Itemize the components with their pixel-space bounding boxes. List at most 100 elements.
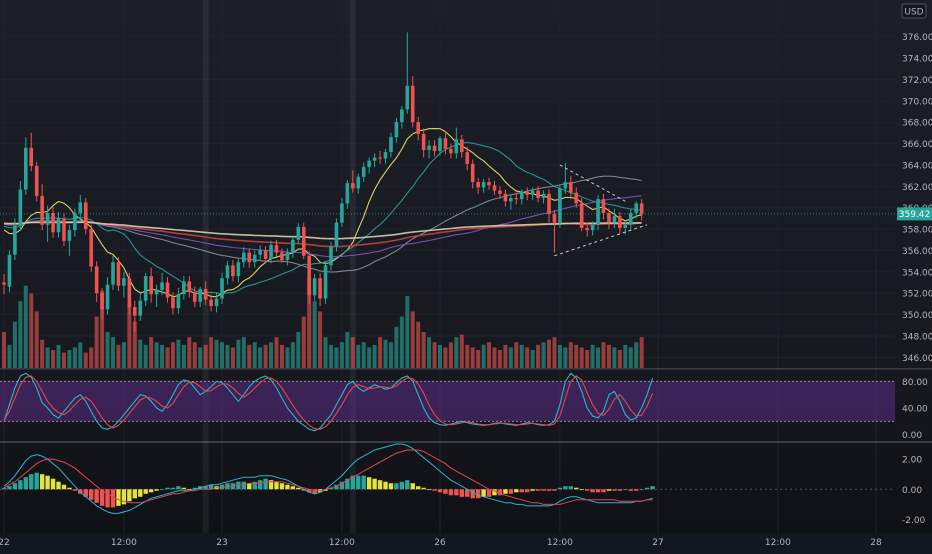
candle-body[interactable]: [94, 266, 99, 294]
candle-body[interactable]: [187, 281, 192, 293]
candle[interactable]: [111, 255, 115, 290]
candle-body[interactable]: [56, 218, 61, 233]
candle-body[interactable]: [83, 202, 88, 230]
candle-body[interactable]: [519, 191, 524, 200]
candle[interactable]: [536, 186, 540, 203]
candle-body[interactable]: [514, 198, 519, 200]
candle-body[interactable]: [247, 252, 252, 263]
candle[interactable]: [503, 189, 508, 207]
candle[interactable]: [133, 300, 137, 332]
candle-body[interactable]: [410, 85, 415, 123]
candle-body[interactable]: [318, 278, 322, 299]
candle[interactable]: [405, 32, 410, 114]
candle[interactable]: [427, 140, 431, 159]
candle-body[interactable]: [552, 214, 557, 223]
candle-body[interactable]: [307, 255, 311, 296]
candle-body[interactable]: [421, 133, 426, 150]
candle[interactable]: [83, 198, 88, 235]
candle[interactable]: [607, 208, 611, 230]
candle-body[interactable]: [476, 182, 480, 188]
candle-body[interactable]: [242, 252, 246, 263]
candle-body[interactable]: [18, 189, 23, 226]
candle[interactable]: [94, 261, 99, 302]
candle[interactable]: [100, 287, 104, 319]
candle-body[interactable]: [623, 224, 628, 228]
macd-panel[interactable]: [0, 443, 895, 514]
candle[interactable]: [18, 180, 23, 231]
candle[interactable]: [220, 272, 224, 304]
candle[interactable]: [514, 192, 519, 205]
candle-body[interactable]: [492, 185, 497, 191]
candle[interactable]: [263, 246, 268, 264]
candle[interactable]: [269, 240, 273, 264]
candle[interactable]: [236, 257, 241, 283]
candle-body[interactable]: [73, 213, 77, 231]
candle-body[interactable]: [639, 203, 644, 215]
candle[interactable]: [639, 199, 644, 221]
candle[interactable]: [29, 132, 34, 172]
price-axis[interactable]: 376.00 374.00 372.00 370.00 368.00 366.00 364.…: [0, 33, 932, 526]
candle-body[interactable]: [394, 122, 399, 138]
candle[interactable]: [280, 248, 284, 264]
time-axis[interactable]: 2212:002312:002612:002712:002812:0015:00…: [0, 533, 932, 550]
candle-body[interactable]: [2, 282, 6, 285]
candle-body[interactable]: [165, 282, 170, 298]
candle-body[interactable]: [438, 138, 442, 152]
candle[interactable]: [2, 273, 6, 295]
candle[interactable]: [105, 277, 110, 315]
candle[interactable]: [487, 177, 491, 190]
candle-body[interactable]: [116, 262, 121, 286]
candle-body[interactable]: [225, 265, 230, 279]
candle[interactable]: [56, 211, 61, 238]
candle-body[interactable]: [383, 152, 388, 159]
candle-body[interactable]: [111, 262, 115, 285]
candle-body[interactable]: [62, 218, 66, 241]
pane-separator[interactable]: [0, 368, 932, 370]
candle[interactable]: [296, 222, 301, 245]
candle[interactable]: [596, 194, 600, 231]
stochastic-panel[interactable]: [0, 372, 895, 432]
candle[interactable]: [612, 208, 617, 228]
candle-body[interactable]: [612, 216, 617, 223]
candle[interactable]: [285, 248, 290, 266]
candle-body[interactable]: [607, 213, 611, 223]
candle[interactable]: [345, 179, 350, 209]
candle-body[interactable]: [67, 230, 72, 241]
candle-body[interactable]: [569, 182, 573, 193]
candle-body[interactable]: [301, 226, 306, 256]
candle-body[interactable]: [323, 265, 328, 299]
candle[interactable]: [509, 194, 513, 210]
candle[interactable]: [449, 143, 453, 159]
candle-body[interactable]: [361, 167, 366, 177]
candle[interactable]: [383, 148, 388, 164]
candle[interactable]: [307, 251, 311, 304]
candle[interactable]: [634, 201, 638, 219]
candle[interactable]: [149, 267, 153, 303]
candle-body[interactable]: [563, 182, 568, 189]
candle[interactable]: [62, 213, 66, 247]
candle-body[interactable]: [312, 278, 317, 296]
candle[interactable]: [460, 135, 464, 158]
candle[interactable]: [51, 206, 55, 238]
candle[interactable]: [40, 184, 44, 231]
candle[interactable]: [541, 190, 546, 204]
candle[interactable]: [291, 236, 295, 258]
candle[interactable]: [481, 178, 486, 193]
candle[interactable]: [318, 272, 322, 307]
candle-body[interactable]: [24, 147, 28, 190]
candle[interactable]: [73, 208, 77, 237]
candle[interactable]: [209, 294, 213, 312]
candle-body[interactable]: [231, 265, 235, 277]
candle[interactable]: [13, 218, 17, 261]
candle[interactable]: [372, 153, 377, 168]
candle[interactable]: [247, 248, 252, 268]
candle[interactable]: [340, 198, 344, 227]
candle-body[interactable]: [530, 190, 535, 195]
candle[interactable]: [558, 185, 562, 228]
candle[interactable]: [579, 198, 584, 232]
candle[interactable]: [203, 281, 208, 305]
candle-body[interactable]: [432, 145, 437, 152]
candle-body[interactable]: [127, 278, 132, 308]
